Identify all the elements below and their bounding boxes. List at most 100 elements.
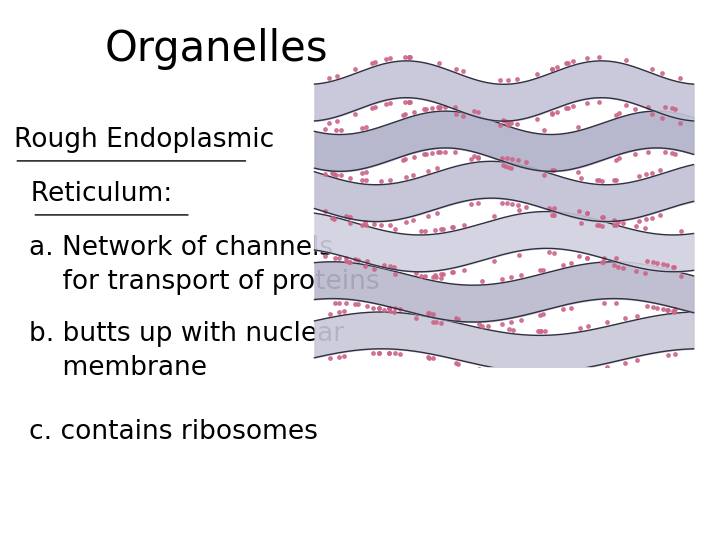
Point [531,114,543,123]
Point [647,302,658,311]
Point [408,107,420,116]
Point [618,264,629,272]
Point [410,314,422,322]
Point [384,176,396,184]
Point [505,119,516,127]
Point [567,57,579,66]
Point [340,212,351,220]
Point [369,103,381,111]
Point [383,303,395,312]
Point [507,326,518,334]
Point [330,171,342,180]
Point [432,148,444,157]
Point [388,263,400,272]
Point [575,219,587,227]
Point [482,366,494,375]
Point [608,176,620,185]
Point [340,256,351,265]
Point [360,176,372,185]
Point [380,100,392,109]
Point [435,270,446,279]
Point [498,116,509,125]
Point [420,105,432,113]
Point [654,211,666,219]
Point [333,307,345,316]
Point [404,97,415,106]
Point [366,59,378,68]
Point [423,308,434,317]
Point [610,110,621,119]
Point [390,349,401,357]
Point [472,154,483,163]
Point [360,123,372,131]
Point [543,203,554,212]
Point [384,54,396,63]
Point [400,218,411,226]
Point [498,161,509,170]
Point [669,262,680,271]
Point [641,170,652,179]
Point [375,221,387,230]
Point [435,225,446,234]
Point [593,221,604,230]
Point [349,300,361,308]
Point [582,254,593,262]
Point [631,311,643,320]
Point [397,156,409,164]
Point [423,353,434,362]
Point [582,322,594,330]
Point [551,63,562,71]
Point [531,70,543,78]
Point [368,265,379,273]
Point [468,107,480,116]
Point [394,349,405,358]
Point [641,215,652,224]
Point [535,372,546,381]
Point [359,217,370,226]
Point [661,261,672,269]
Point [472,153,483,161]
Point [400,173,411,181]
Point [426,104,438,112]
Point [514,251,526,259]
Point [537,310,549,319]
Point [619,359,631,368]
Point [431,208,442,217]
Point [610,253,621,262]
Point [488,256,500,265]
Point [384,99,396,107]
Point [394,305,405,313]
Point [323,73,334,82]
Point [336,126,347,135]
Point [430,271,441,279]
Point [629,105,641,114]
Point [446,268,458,276]
Point [361,256,373,265]
Point [323,119,334,127]
Point [352,255,364,264]
Point [675,226,686,235]
Point [543,248,554,256]
Point [367,349,379,357]
Point [548,204,559,212]
Point [329,298,341,307]
Point [514,206,526,214]
Point [482,321,494,330]
Point [379,305,390,314]
Point [670,105,681,113]
Point [657,69,668,77]
Point [466,154,477,163]
Point [593,176,604,185]
Point [610,221,621,230]
Point [582,367,594,376]
Point [437,269,449,278]
Point [538,171,549,179]
Point [630,267,642,275]
Point [433,103,445,112]
Point [669,305,680,314]
Point [608,221,620,230]
Point [338,352,349,360]
Point [597,258,608,266]
Point [513,156,524,165]
Point [557,305,569,314]
